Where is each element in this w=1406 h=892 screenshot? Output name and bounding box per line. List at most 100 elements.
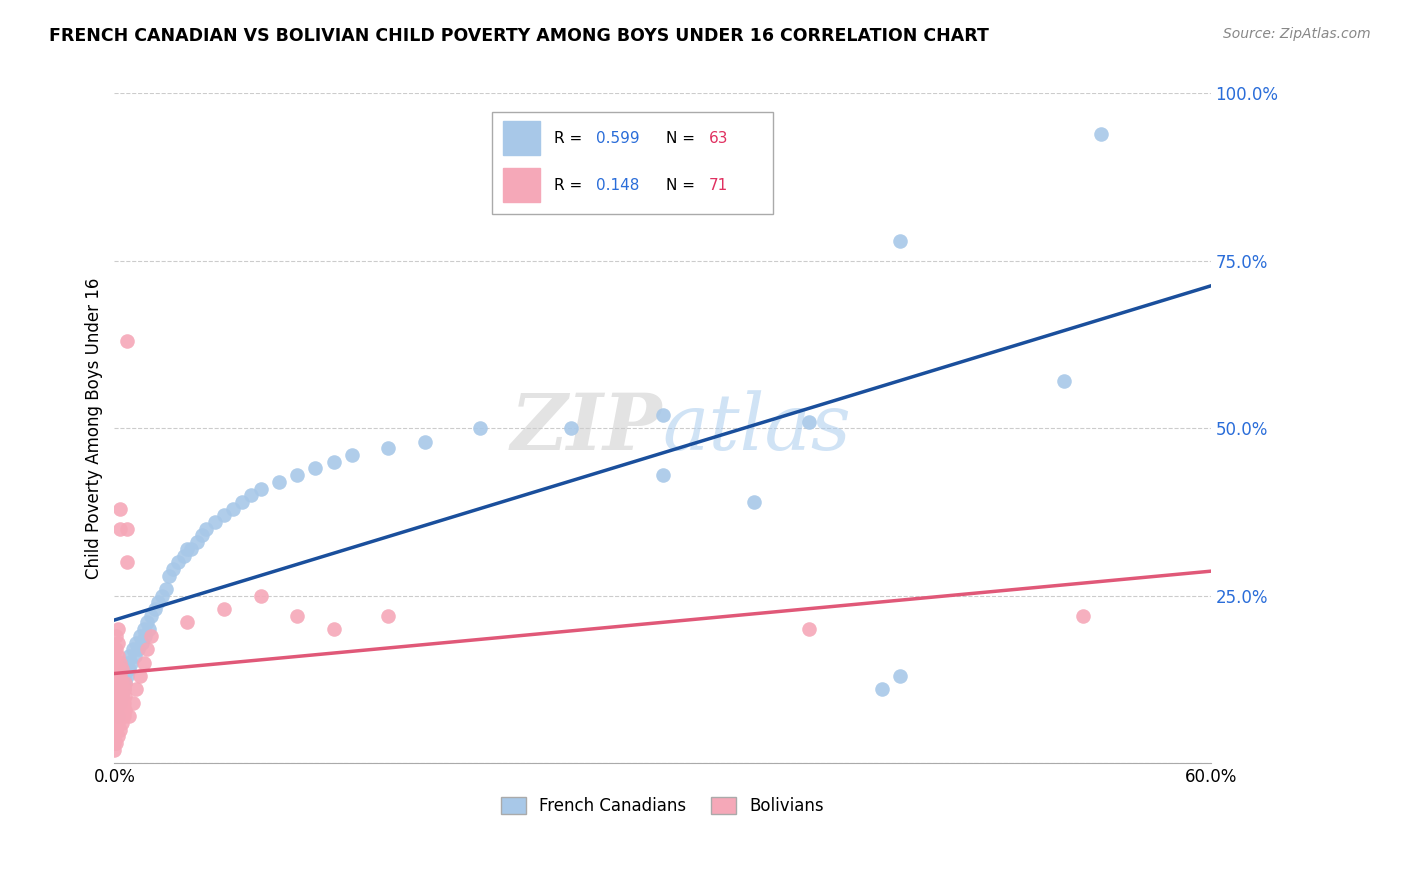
Point [115,334,138,348]
Point [651,408,673,422]
Point [150,589,173,603]
Point [249,482,271,496]
Text: FRENCH CANADIAN VS BOLIVIAN CHILD POVERTY AMONG BOYS UNDER 16 CORRELATION CHART: FRENCH CANADIAN VS BOLIVIAN CHILD POVERT… [49,27,988,45]
Point [103,682,125,697]
Point [108,656,131,670]
Point [125,682,148,697]
Point [889,669,911,683]
Point [115,656,138,670]
Point [105,709,128,723]
Point [136,642,159,657]
Point [108,501,131,516]
Point [129,669,152,683]
Point [111,689,134,703]
Text: 0.148: 0.148 [596,178,640,193]
Point [103,648,125,663]
Text: 0.599: 0.599 [596,130,640,145]
Point [742,495,765,509]
Point [651,468,673,483]
Point [131,635,153,649]
Point [173,549,195,563]
Point [191,528,214,542]
Point [105,656,128,670]
Point [889,234,911,248]
Point [1053,375,1076,389]
Point [103,702,125,716]
Point [322,622,344,636]
Point [162,562,184,576]
Point [132,656,155,670]
Point [377,608,399,623]
Point [103,656,125,670]
Point [112,682,135,697]
Point [107,635,129,649]
Point [108,682,131,697]
Point [114,702,136,716]
Point [105,736,128,750]
Point [870,682,893,697]
Point [111,662,134,676]
Point [340,448,363,462]
Point [132,622,155,636]
Point [560,421,582,435]
Point [115,669,138,683]
Point [322,455,344,469]
Point [115,555,138,569]
Point [240,488,263,502]
Point [797,415,820,429]
Point [127,642,149,657]
Point [105,702,128,716]
Point [107,648,129,663]
Legend: French Canadians, Bolivians: French Canadians, Bolivians [494,790,831,822]
Point [107,689,129,703]
Point [231,495,253,509]
Point [143,602,166,616]
Point [377,442,399,456]
Point [120,656,142,670]
Point [103,723,125,737]
Point [103,743,125,757]
Point [111,675,134,690]
Bar [503,120,540,154]
Point [107,662,129,676]
Point [105,629,128,643]
Text: ZIP: ZIP [510,390,662,467]
Text: atlas: atlas [662,390,851,467]
Point [176,541,198,556]
Point [139,608,162,623]
Point [204,515,226,529]
Point [103,736,125,750]
Point [413,434,436,449]
Text: Source: ZipAtlas.com: Source: ZipAtlas.com [1223,27,1371,41]
Point [103,642,125,657]
Point [107,729,129,743]
Point [118,709,141,723]
Point [103,689,125,703]
Point [304,461,326,475]
Point [136,615,159,630]
Point [107,622,129,636]
Point [148,595,170,609]
Point [124,648,146,663]
Point [112,696,135,710]
Point [1090,127,1112,141]
Point [468,421,491,435]
Point [107,715,129,730]
Point [107,675,129,690]
Point [285,468,308,483]
Point [118,662,141,676]
Point [105,696,128,710]
Point [103,662,125,676]
Point [118,648,141,663]
Point [114,662,136,676]
Point [112,682,135,697]
Point [111,675,134,690]
Point [121,642,143,657]
Point [285,608,308,623]
Point [111,715,134,730]
Point [107,702,129,716]
Point [180,541,202,556]
Point [105,669,128,683]
Point [121,696,143,710]
Point [108,709,131,723]
